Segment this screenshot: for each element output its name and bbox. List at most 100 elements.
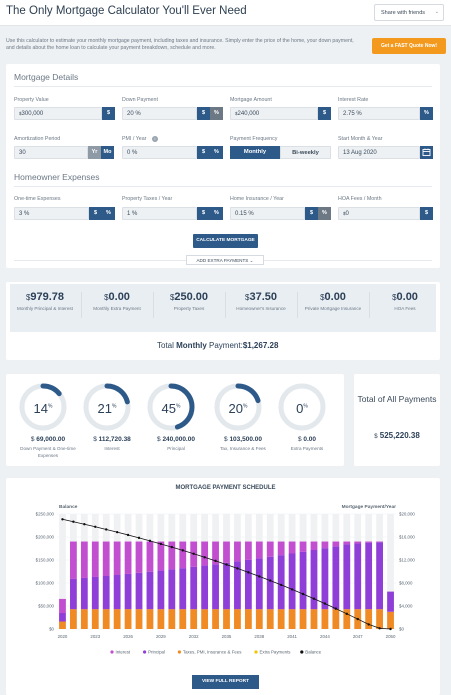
view-full-report-button[interactable]: VIEW FULL REPORT: [192, 675, 259, 689]
property-taxes-input[interactable]: 1 %: [122, 207, 197, 220]
home-insurance-input[interactable]: 0.15 %: [230, 207, 305, 220]
frequency-biweekly-option[interactable]: Bi-weekly: [280, 146, 331, 159]
balance-point: [356, 617, 359, 621]
one-time-dollar-button[interactable]: $: [89, 207, 102, 220]
start-date-input[interactable]: 13 Aug 2020: [338, 146, 420, 159]
currency-symbol: $: [169, 293, 175, 302]
down-payment-input[interactable]: 20 %: [122, 107, 197, 120]
amount-value: 240,000.00: [162, 436, 195, 443]
schedule-title: MORTGAGE PAYMENT SCHEDULE: [175, 485, 276, 491]
bar-background: [387, 514, 394, 629]
hoa-fees-dollar-button[interactable]: $: [420, 207, 433, 220]
total-monthly-payment: Total Monthly Payment:$1,267.28: [157, 341, 278, 350]
bar-segment: [343, 541, 351, 545]
summary-pmi: $0.00 Private Mortgage Insurance: [298, 291, 368, 312]
mortgage-amount-dollar-button[interactable]: $: [318, 107, 331, 120]
home-insurance-dollar-button[interactable]: $: [305, 207, 318, 220]
down-payment-dollar-button[interactable]: $: [197, 107, 210, 120]
currency-symbol: $: [224, 436, 228, 443]
bar-segment: [387, 611, 394, 629]
home-insurance-percent-button[interactable]: %: [318, 207, 331, 220]
pmi-percent-button[interactable]: %: [210, 146, 223, 159]
property-value-input[interactable]: $300,000: [14, 107, 102, 120]
bar-segment: [59, 598, 66, 614]
divider: [153, 292, 154, 318]
hoa-fees-input[interactable]: $0: [338, 207, 420, 220]
breakdown-label: Down Payment & One-time Expenses: [20, 446, 76, 458]
balance-point: [236, 567, 239, 570]
total-payments-title: Total of All Payments: [357, 394, 437, 404]
bar-segment: [201, 565, 209, 610]
amortization-input[interactable]: 30: [14, 146, 88, 159]
interest-rate-input[interactable]: 2.75 %: [338, 107, 420, 120]
calculate-mortgage-button[interactable]: CALCULATE MORTGAGE: [193, 234, 258, 248]
currency-symbol: $: [320, 293, 325, 302]
hoa-fees-label: HOA Fees / Month: [338, 196, 382, 202]
property-taxes-percent-button[interactable]: %: [210, 207, 223, 220]
bar-segment: [157, 570, 165, 610]
one-time-expenses-input[interactable]: 3 %: [14, 207, 89, 220]
pmi-input[interactable]: 0 %: [122, 146, 197, 159]
bar-segment: [310, 609, 318, 629]
amortization-months-button[interactable]: Mo: [101, 146, 114, 159]
bar-segment: [234, 609, 241, 629]
breakdown-label: Extra Payments: [290, 446, 324, 451]
bar-segment: [255, 558, 263, 610]
down-payment-percent-button[interactable]: %: [210, 107, 223, 120]
bar-segment: [179, 541, 187, 569]
legend-label: Extra Payments: [260, 650, 292, 655]
bar-segment: [190, 609, 198, 629]
pmi-dollar-button[interactable]: $: [197, 146, 210, 159]
bar-segment: [80, 609, 88, 629]
currency-symbol: $: [343, 211, 346, 216]
share-dropdown[interactable]: Share with friends ⌄: [374, 4, 444, 21]
legend-marker: [254, 650, 258, 654]
bar-segment: [146, 609, 154, 629]
percent-value: 20: [228, 401, 243, 416]
bar-segment: [244, 541, 252, 560]
bar-segment: [135, 609, 143, 629]
bar-segment: [70, 609, 77, 629]
info-icon[interactable]: i: [151, 136, 158, 142]
bar-segment: [255, 541, 263, 559]
amortization-years-button[interactable]: Yr: [88, 146, 101, 159]
page-title: The Only Mortgage Calculator You'll Ever…: [6, 5, 247, 17]
bar-segment: [299, 551, 307, 610]
right-tick-label: $16,000: [399, 535, 415, 540]
balance-point: [181, 549, 184, 552]
legend-marker: [300, 650, 304, 654]
bar-segment: [277, 609, 285, 629]
amount-value: 0.00: [303, 436, 317, 443]
monthly-summary-card: $979.78 Monthly Principal & Interest $0.…: [6, 282, 440, 360]
calendar-icon[interactable]: [420, 146, 433, 159]
breakdown-amount: $ 0.00: [277, 436, 337, 443]
summary-value: 0.00: [396, 291, 418, 303]
currency-symbol: $: [235, 111, 238, 116]
bar-segment: [266, 541, 274, 557]
mortgage-amount-input[interactable]: $240,000: [230, 107, 318, 120]
divider: [225, 292, 226, 318]
balance-point: [225, 563, 228, 566]
balance-point: [323, 602, 327, 605]
interest-rate-percent-button[interactable]: %: [420, 107, 433, 120]
percent-sign: %: [303, 403, 308, 410]
calculator-card: Mortgage Details Property Value $300,000…: [6, 64, 440, 268]
fast-quote-button[interactable]: Get a FAST Quote Now!: [372, 38, 446, 54]
bar-segment: [244, 609, 252, 629]
donut-chart: [278, 383, 326, 431]
bar-segment: [343, 544, 351, 610]
property-taxes-dollar-button[interactable]: $: [197, 207, 210, 220]
currency-symbol: $: [19, 111, 22, 116]
total-payments-amount: 525,220.38: [379, 431, 420, 440]
one-time-percent-button[interactable]: %: [102, 207, 115, 220]
bar-segment: [80, 577, 88, 610]
add-extra-payments-button[interactable]: ADD EXTRA PAYMENTS ⌄: [186, 255, 264, 265]
left-tick-label: $50,000: [38, 604, 54, 609]
balance-point: [72, 520, 75, 523]
property-value-dollar-button[interactable]: $: [102, 107, 115, 120]
donut-percent: 14%: [18, 401, 68, 416]
balance-point: [126, 533, 130, 537]
frequency-monthly-option[interactable]: Monthly: [230, 146, 280, 159]
donut-arc: [147, 383, 195, 431]
